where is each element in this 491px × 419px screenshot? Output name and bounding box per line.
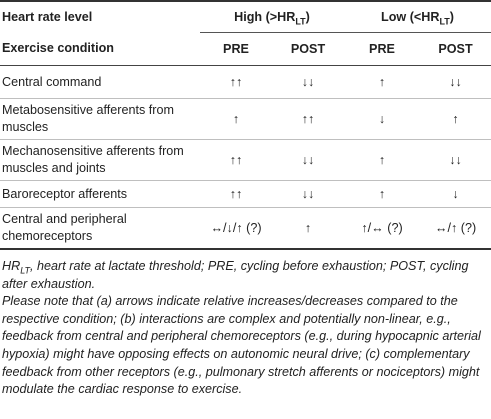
low-group-header: Low (<HRLT)	[344, 0, 491, 33]
table-footnote: HRLT, heart rate at lactate threshold; P…	[0, 250, 491, 399]
table-cell: ↓	[344, 98, 420, 140]
column-header: PRE	[344, 32, 420, 66]
table-cell: ↑	[272, 207, 344, 250]
high-group-header: High (>HRLT)	[200, 0, 344, 33]
table-cell: ↓↓	[420, 65, 491, 99]
table-cell: ↓↓	[420, 139, 491, 181]
row-label: Mechanosensitive afferents from muscles …	[0, 139, 200, 181]
table-cell: ↔/↑ (?)	[420, 207, 491, 250]
table-row: Baroreceptor afferents ↑↑ ↓↓ ↑ ↓	[0, 180, 491, 208]
table-cell: ↓↓	[272, 65, 344, 99]
row-label: Central command	[0, 65, 200, 99]
row-label: Metabosensitive afferents from muscles	[0, 98, 200, 140]
table-cell: ↑↑	[272, 98, 344, 140]
table-cell: ↓↓	[272, 180, 344, 208]
table-row: Central and peripheral chemoreceptors ↔/…	[0, 207, 491, 250]
exercise-condition-header: Exercise condition	[0, 32, 200, 66]
column-header: POST	[420, 32, 491, 66]
column-header: POST	[272, 32, 344, 66]
row-label: Central and peripheral chemoreceptors	[0, 207, 200, 250]
heart-rate-table: Heart rate level High (>HRLT) Low (<HRLT…	[0, 0, 491, 250]
table-cell: ↑↑	[200, 180, 272, 208]
row-label: Baroreceptor afferents	[0, 180, 200, 208]
explanatory-note: Please note that (a) arrows indicate rel…	[2, 294, 481, 397]
heart-rate-level-header: Heart rate level	[0, 0, 200, 33]
table-cell: ↑/↔ (?)	[344, 207, 420, 250]
table-cell: ↔/↓/↑ (?)	[200, 207, 272, 250]
table-cell: ↑↑	[200, 139, 272, 181]
abbreviation-note: HRLT, heart rate at lactate threshold; P…	[2, 259, 469, 291]
table-cell: ↑	[200, 98, 272, 140]
table-cell: ↑	[344, 139, 420, 181]
table-cell: ↑↑	[200, 65, 272, 99]
column-header: PRE	[200, 32, 272, 66]
table-cell: ↑	[344, 65, 420, 99]
table-cell: ↑	[344, 180, 420, 208]
table-row: Metabosensitive afferents from muscles ↑…	[0, 98, 491, 140]
table-row: Central command ↑↑ ↓↓ ↑ ↓↓	[0, 65, 491, 99]
table-cell: ↓	[420, 180, 491, 208]
table-row: Mechanosensitive afferents from muscles …	[0, 139, 491, 181]
table-cell: ↓↓	[272, 139, 344, 181]
table-cell: ↑	[420, 98, 491, 140]
